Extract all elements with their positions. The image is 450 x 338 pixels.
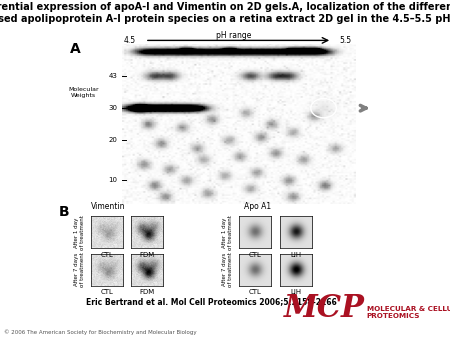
Text: Vimentin: Vimentin: [91, 202, 125, 211]
Text: CTL: CTL: [100, 289, 113, 295]
Text: © 2006 The American Society for Biochemistry and Molecular Biology: © 2006 The American Society for Biochemi…: [4, 329, 197, 335]
Text: 30: 30: [108, 105, 117, 111]
Text: FDM: FDM: [140, 252, 155, 258]
Text: Differential expression of apoA-I and Vimentin on 2D gels.A, localization of the: Differential expression of apoA-I and Vi…: [0, 2, 450, 12]
Text: FDM: FDM: [140, 289, 155, 295]
Text: LIH: LIH: [290, 252, 302, 258]
Text: 10: 10: [108, 177, 117, 184]
Text: pH range: pH range: [216, 31, 252, 40]
Text: Eric Bertrand et al. Mol Cell Proteomics 2006;5:2158-2166: Eric Bertrand et al. Mol Cell Proteomics…: [86, 297, 336, 306]
Text: LIH: LIH: [290, 289, 302, 295]
Text: CTL: CTL: [100, 252, 113, 258]
Text: 43: 43: [108, 73, 117, 79]
Text: Apo A1: Apo A1: [244, 202, 271, 211]
Text: MOLECULAR & CELLULAR
PROTEOMICS: MOLECULAR & CELLULAR PROTEOMICS: [367, 307, 450, 319]
Text: After 7 days
of treatment: After 7 days of treatment: [74, 252, 85, 287]
Text: 4.5: 4.5: [123, 36, 135, 45]
Text: After 7 days
of treatment: After 7 days of treatment: [222, 252, 233, 287]
Text: MCP: MCP: [284, 293, 364, 324]
Text: Molecular
Weights: Molecular Weights: [68, 87, 99, 97]
Text: 20: 20: [108, 137, 117, 143]
Text: CTL: CTL: [249, 289, 262, 295]
Text: expressed apolipoprotein A-I protein species on a retina extract 2D gel in the 4: expressed apolipoprotein A-I protein spe…: [0, 14, 450, 24]
Text: After 1 day
of treatment: After 1 day of treatment: [222, 215, 233, 250]
Text: B: B: [58, 205, 69, 219]
Text: 5.5: 5.5: [339, 36, 351, 45]
Text: A: A: [70, 42, 81, 56]
Text: CTL: CTL: [249, 252, 262, 258]
Text: After 1 day
of treatment: After 1 day of treatment: [74, 215, 85, 250]
